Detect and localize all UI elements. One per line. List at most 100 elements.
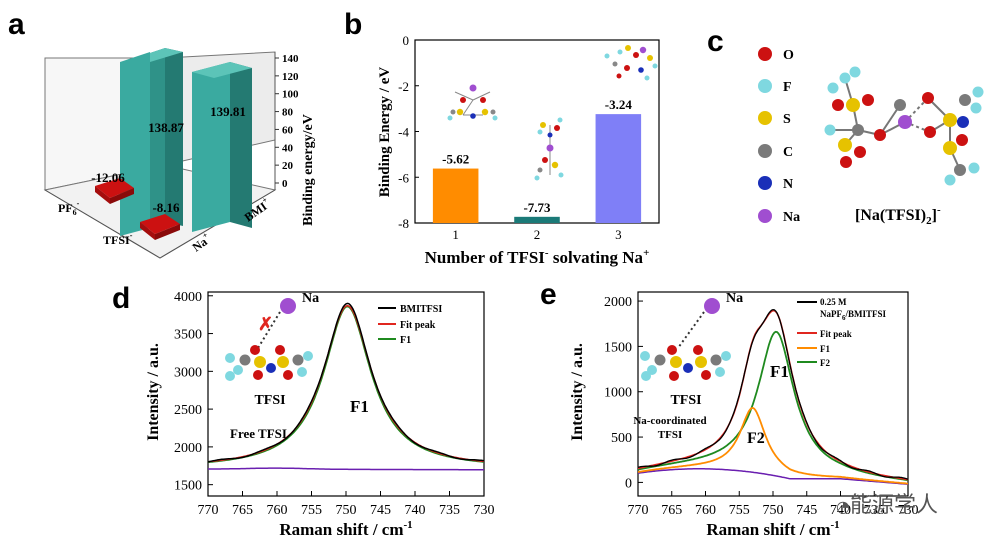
legend-e-f2: F2 xyxy=(820,358,830,368)
ytick-label: 1500 xyxy=(174,479,202,494)
a-ztick-label: 60 xyxy=(282,124,294,136)
ytick-label: 3500 xyxy=(174,328,202,343)
b-bar xyxy=(432,168,479,223)
value-label-138: 138.87 xyxy=(148,120,184,135)
panel-c: O F S C N Na xyxy=(750,40,1000,240)
legend-dot-f xyxy=(758,79,772,93)
ytick-label: 0 xyxy=(625,476,632,491)
bar-tfsi-bmi xyxy=(192,62,252,232)
xtick-label: 765 xyxy=(661,503,682,518)
b-ytick-label: 0 xyxy=(403,33,410,48)
panel-label-d: d xyxy=(112,282,131,315)
xtick-label: 760 xyxy=(267,503,288,518)
chart-d-x-axis: 770 765 760 755 750 745 740 735 730 xyxy=(198,491,495,518)
b-ytick-label: -8 xyxy=(398,216,409,231)
chart-d-lines xyxy=(207,302,485,471)
coordinated-tfsi-illustration: Na TFSI xyxy=(640,291,743,408)
panel-label-e: e xyxy=(540,278,557,311)
chart-d-y-axis: 1500 2000 2500 3000 3500 4000 xyxy=(174,290,213,494)
a-ztick-label: 120 xyxy=(282,71,299,83)
chart-e-lines xyxy=(637,309,909,485)
e-peak2-label: F2 xyxy=(747,430,765,447)
legend-label-f: F xyxy=(783,80,792,95)
a-ztick-label: 40 xyxy=(282,142,294,154)
d-baseline xyxy=(208,467,484,471)
d-tfsi-label: TFSI xyxy=(254,393,285,408)
e-series-f2 xyxy=(637,406,909,485)
legend-dot-s xyxy=(758,111,772,125)
legend-dot-c xyxy=(758,144,772,158)
b-bar xyxy=(595,114,642,223)
xtick-label: 755 xyxy=(301,503,322,518)
ytick-label: 3000 xyxy=(174,365,202,380)
chart-d-x-label: Raman shift / cm-1 xyxy=(279,519,412,539)
xtick-label: 735 xyxy=(864,503,885,518)
xtick-label: 745 xyxy=(796,503,817,518)
cat-label-tfsi: TFSI- xyxy=(103,231,133,247)
panel-label-c: c xyxy=(707,25,724,58)
chart-e-x-label: Raman shift / cm-1 xyxy=(706,519,839,539)
e-baseline xyxy=(637,468,909,485)
xtick-label: 730 xyxy=(898,503,919,518)
chart-d-legend: BMITFSI Fit peak F1 xyxy=(378,304,442,346)
e-na-label: Na xyxy=(726,291,743,306)
b-value-label: -3.24 xyxy=(605,97,633,112)
chart-b: 0 -2 -4 -6 -8 1 2 3 -5.62 -7.73 -3.24 Binding En… xyxy=(377,33,660,267)
ytick-label: 2000 xyxy=(174,441,202,456)
legend-e-l1: 0.25 M xyxy=(820,297,847,307)
xtick-label: 740 xyxy=(405,503,426,518)
legend-d-bmitfsi: BMITFSI xyxy=(400,304,442,315)
free-tfsi-label: Free TFSI xyxy=(230,426,287,441)
chart-d-y-label: Intensity / a.u. xyxy=(145,343,162,441)
chart-e: 0 500 1000 1500 2000 770 765 760 755 750 745 740 73… xyxy=(569,291,919,539)
b-value-label: -7.73 xyxy=(523,200,551,215)
molecule-2-illustration xyxy=(534,117,564,181)
ytick-label: 4000 xyxy=(174,290,202,305)
value-label-8: -8.16 xyxy=(152,200,180,215)
bar-pf6-na xyxy=(95,178,134,204)
ytick-label: 1500 xyxy=(604,340,632,355)
chart-e-y-axis: 0 500 1000 1500 2000 xyxy=(604,295,643,491)
legend-label-s: S xyxy=(783,112,791,127)
d-peak-label: F1 xyxy=(350,397,369,416)
na-tfsi2-atoms xyxy=(824,66,984,186)
value-label-12: -12.06 xyxy=(91,170,125,185)
xtick-label: 730 xyxy=(474,503,495,518)
b-ytick-label: -6 xyxy=(398,170,409,185)
chart-e-x-axis: 770 765 760 755 750 745 740 735 730 xyxy=(628,491,919,518)
free-tfsi-illustration: Na ✗ TFSI xyxy=(225,291,319,408)
b-ytick-label: -2 xyxy=(398,79,409,94)
cross-icon: ✗ xyxy=(258,314,273,334)
chart-a-z-axis: 0 20 40 60 80 100 120 140 xyxy=(275,53,299,190)
watermark-text: 能源学人 xyxy=(849,493,938,518)
legend-dot-o xyxy=(758,47,772,61)
chart-a: 0 20 40 60 80 100 120 140 Binding energy/eV 138… xyxy=(43,48,316,259)
legend-dot-n xyxy=(758,176,772,190)
legend-d-f1: F1 xyxy=(400,335,411,346)
a-ztick-label: 140 xyxy=(282,53,299,65)
formula-label: [Na(TFSI)2]- xyxy=(855,204,941,227)
xtick-label: 750 xyxy=(763,503,784,518)
na-coordinated-tfsi-label: TFSI xyxy=(658,429,682,441)
ytick-label: 2000 xyxy=(604,295,632,310)
b-xtick-label: 1 xyxy=(452,227,459,242)
xtick-label: 745 xyxy=(370,503,391,518)
na-coordinated-label: Na-coordinated xyxy=(633,415,706,427)
d-series-bmitfsi xyxy=(207,302,485,463)
d-na-label: Na xyxy=(302,291,319,306)
e-tfsi-label: TFSI xyxy=(670,393,701,408)
chart-a-z-label: Binding energy/eV xyxy=(301,114,316,226)
molecule-3-illustration xyxy=(604,45,658,81)
legend-label-n: N xyxy=(783,177,793,192)
panel-c-structure: O F S C N Na xyxy=(758,47,984,227)
ytick-label: 500 xyxy=(611,431,632,446)
legend-e-fit: Fit peak xyxy=(820,329,852,339)
a-ztick-label: 100 xyxy=(282,89,299,101)
cat-label-pf6: PF6- xyxy=(58,199,80,217)
b-ytick-label: -4 xyxy=(398,125,409,140)
legend-label-na: Na xyxy=(783,210,800,225)
legend-e-f1: F1 xyxy=(820,344,830,354)
ytick-label: 2500 xyxy=(174,403,202,418)
xtick-label: 765 xyxy=(232,503,253,518)
value-label-139: 139.81 xyxy=(210,104,246,119)
